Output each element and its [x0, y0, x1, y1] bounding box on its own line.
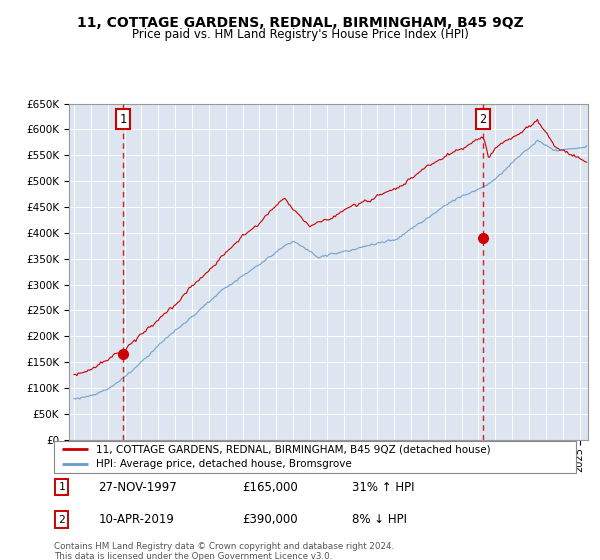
- Text: 1: 1: [119, 113, 127, 125]
- Text: 8% ↓ HPI: 8% ↓ HPI: [352, 513, 407, 526]
- FancyBboxPatch shape: [54, 441, 576, 473]
- Text: Contains HM Land Registry data © Crown copyright and database right 2024.
This d: Contains HM Land Registry data © Crown c…: [54, 542, 394, 560]
- Text: 11, COTTAGE GARDENS, REDNAL, BIRMINGHAM, B45 9QZ: 11, COTTAGE GARDENS, REDNAL, BIRMINGHAM,…: [77, 16, 523, 30]
- Text: 2: 2: [479, 113, 487, 125]
- Text: 27-NOV-1997: 27-NOV-1997: [98, 481, 177, 494]
- Text: 1: 1: [58, 482, 65, 492]
- Text: 11, COTTAGE GARDENS, REDNAL, BIRMINGHAM, B45 9QZ (detached house): 11, COTTAGE GARDENS, REDNAL, BIRMINGHAM,…: [96, 445, 490, 455]
- Text: 10-APR-2019: 10-APR-2019: [98, 513, 174, 526]
- Text: £165,000: £165,000: [242, 481, 298, 494]
- Text: £390,000: £390,000: [242, 513, 298, 526]
- Text: Price paid vs. HM Land Registry's House Price Index (HPI): Price paid vs. HM Land Registry's House …: [131, 28, 469, 41]
- Text: 31% ↑ HPI: 31% ↑ HPI: [352, 481, 414, 494]
- Text: 2: 2: [58, 515, 65, 525]
- Text: HPI: Average price, detached house, Bromsgrove: HPI: Average price, detached house, Brom…: [96, 459, 352, 469]
